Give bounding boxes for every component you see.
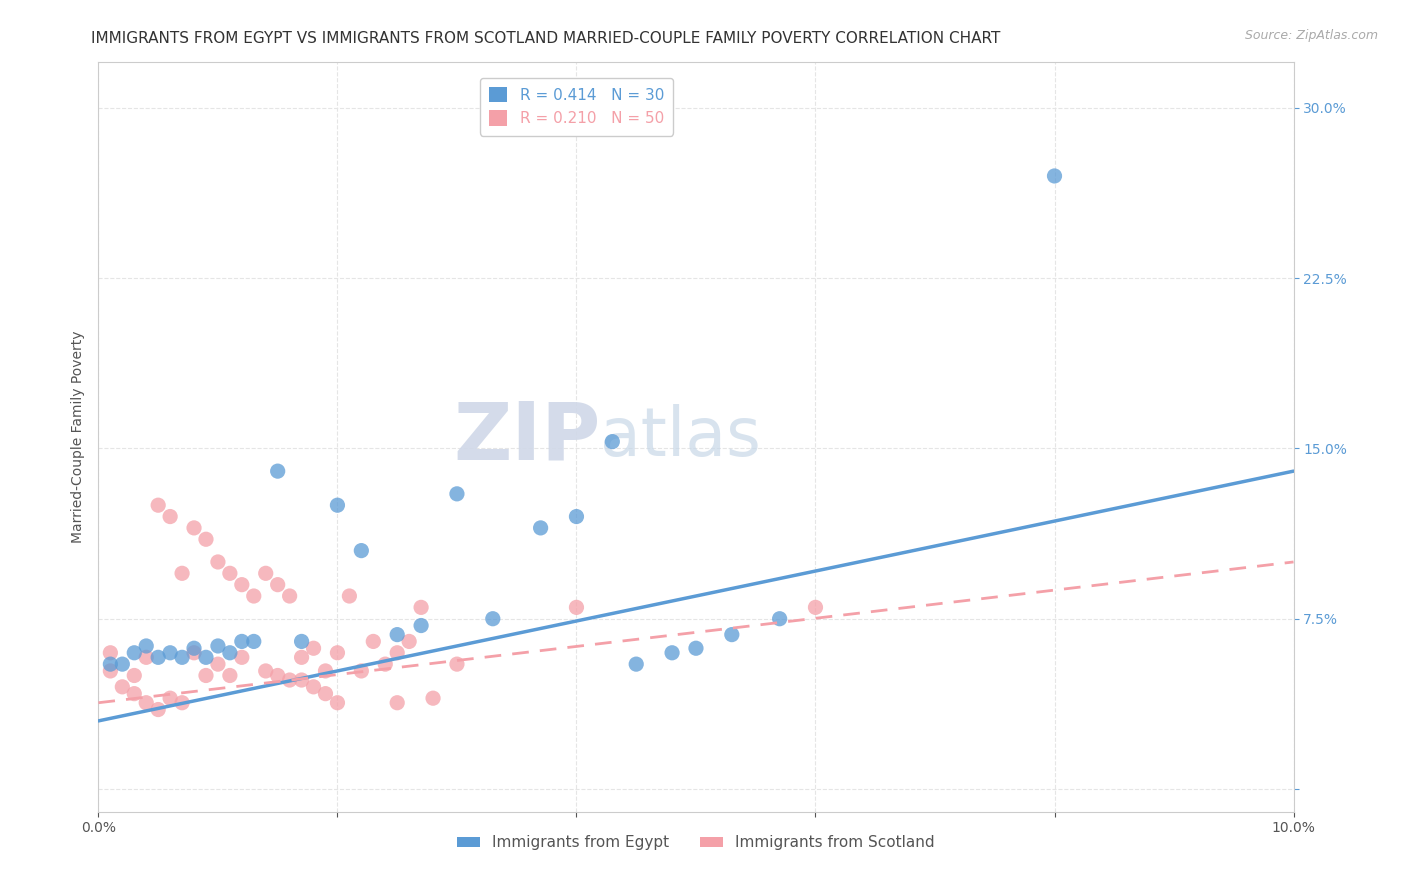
Point <box>111 657 134 672</box>
Point <box>721 627 744 641</box>
Point <box>661 646 683 660</box>
Point <box>350 664 373 678</box>
Point <box>1043 169 1066 183</box>
Point <box>302 680 325 694</box>
Point <box>98 657 122 672</box>
Point <box>804 600 827 615</box>
Point <box>350 543 373 558</box>
Point <box>374 657 396 672</box>
Point <box>172 650 194 665</box>
Point <box>135 650 157 665</box>
Point <box>482 612 505 626</box>
Point <box>195 650 218 665</box>
Point <box>385 627 409 641</box>
Point <box>183 641 205 656</box>
Point <box>411 600 433 615</box>
Point <box>339 589 361 603</box>
Point <box>385 696 409 710</box>
Text: IMMIGRANTS FROM EGYPT VS IMMIGRANTS FROM SCOTLAND MARRIED-COUPLE FAMILY POVERTY : IMMIGRANTS FROM EGYPT VS IMMIGRANTS FROM… <box>91 31 1001 46</box>
Point <box>98 646 122 660</box>
Point <box>685 641 707 656</box>
Point <box>159 509 181 524</box>
Point <box>195 533 218 547</box>
Point <box>159 646 181 660</box>
Text: atlas: atlas <box>600 404 761 470</box>
Point <box>207 657 229 672</box>
Point <box>422 691 444 706</box>
Point <box>207 555 229 569</box>
Point <box>626 657 648 672</box>
Point <box>315 687 337 701</box>
Point <box>302 641 325 656</box>
Point <box>124 668 146 682</box>
Point <box>291 634 314 648</box>
Point <box>411 618 433 632</box>
Text: ZIP: ZIP <box>453 398 600 476</box>
Point <box>530 521 553 535</box>
Point <box>385 646 409 660</box>
Point <box>172 696 194 710</box>
Point <box>565 509 588 524</box>
Point <box>291 650 314 665</box>
Point <box>231 577 253 591</box>
Point <box>219 566 242 581</box>
Point <box>98 664 122 678</box>
Point <box>172 566 194 581</box>
Point <box>326 498 349 512</box>
Point <box>231 650 253 665</box>
Point <box>159 691 181 706</box>
Point <box>326 646 349 660</box>
Point <box>446 487 468 501</box>
Point <box>243 589 266 603</box>
Point <box>124 646 146 660</box>
Point <box>148 702 170 716</box>
Point <box>278 673 301 687</box>
Point <box>111 680 134 694</box>
Point <box>135 696 157 710</box>
Y-axis label: Married-Couple Family Poverty: Married-Couple Family Poverty <box>70 331 84 543</box>
Point <box>183 521 205 535</box>
Point <box>207 639 229 653</box>
Point <box>278 589 301 603</box>
Point <box>446 657 468 672</box>
Text: Source: ZipAtlas.com: Source: ZipAtlas.com <box>1244 29 1378 42</box>
Point <box>148 650 170 665</box>
Legend: Immigrants from Egypt, Immigrants from Scotland: Immigrants from Egypt, Immigrants from S… <box>451 830 941 856</box>
Point <box>219 646 242 660</box>
Point <box>124 687 146 701</box>
Point <box>315 664 337 678</box>
Point <box>148 498 170 512</box>
Point <box>267 668 290 682</box>
Point <box>135 639 157 653</box>
Point <box>326 696 349 710</box>
Point <box>195 668 218 682</box>
Point <box>183 646 205 660</box>
Point <box>363 634 385 648</box>
Point <box>231 634 253 648</box>
Point <box>769 612 792 626</box>
Point <box>267 464 290 478</box>
Point <box>243 634 266 648</box>
Point <box>565 600 588 615</box>
Point <box>254 566 277 581</box>
Point <box>602 434 624 449</box>
Point <box>254 664 277 678</box>
Point <box>398 634 420 648</box>
Point <box>267 577 290 591</box>
Point <box>291 673 314 687</box>
Point <box>219 668 242 682</box>
